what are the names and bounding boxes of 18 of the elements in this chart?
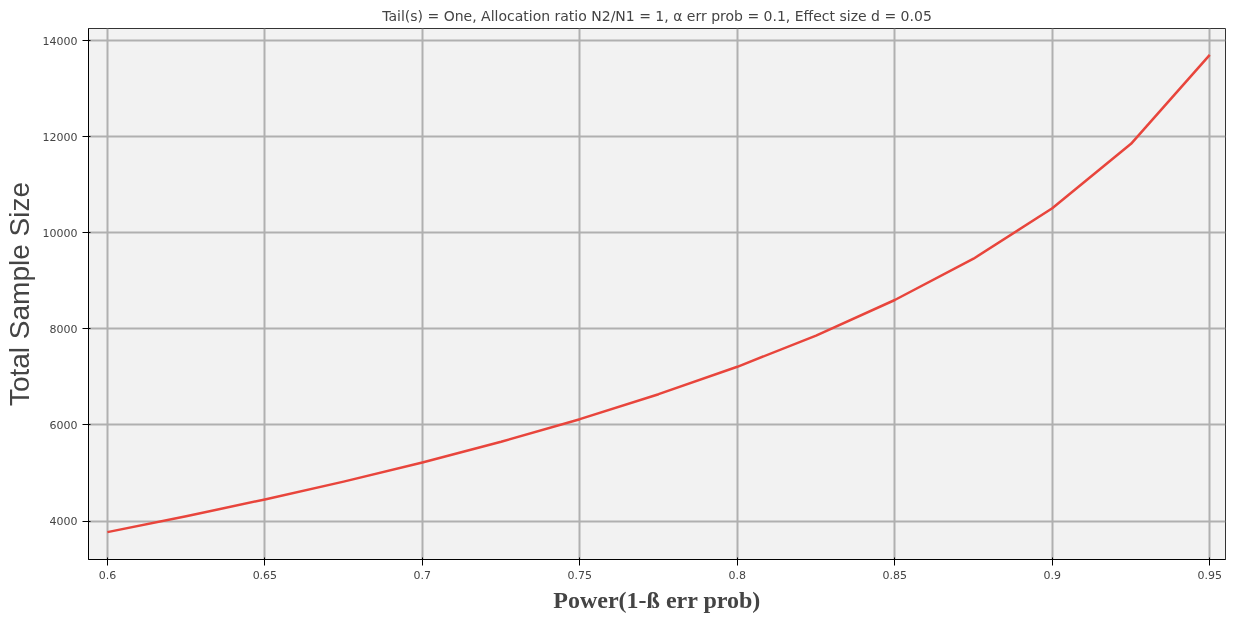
y-tick-label: 8000 — [49, 322, 78, 336]
chart-subtitle: Tail(s) = One, Allocation ratio N2/N1 = 1, α err prob = 0.1, Effect size d = 0.05 — [381, 7, 932, 24]
y-tick-label: 4000 — [49, 515, 78, 529]
x-tick-label: 0.75 — [567, 568, 593, 582]
x-tick-label: 0.85 — [882, 568, 908, 582]
x-axis-title: Power(1-ß err prob) — [553, 586, 761, 613]
line-series — [106, 53, 1211, 534]
y-tick-label: 12000 — [42, 130, 78, 144]
y-tick-label: 14000 — [42, 34, 78, 48]
x-tick-label: 0.7 — [413, 568, 432, 582]
x-tick-label: 0.65 — [252, 568, 278, 582]
y-tick-label: 6000 — [49, 418, 78, 432]
y-tick-label: 10000 — [42, 226, 78, 240]
x-tick-label: 0.9 — [1043, 568, 1062, 582]
x-tick-label: 0.8 — [728, 568, 747, 582]
x-tick-label: 0.95 — [1197, 568, 1223, 582]
x-tick-label: 0.6 — [98, 568, 117, 582]
y-axis-title: Total Sample Size — [3, 181, 35, 407]
